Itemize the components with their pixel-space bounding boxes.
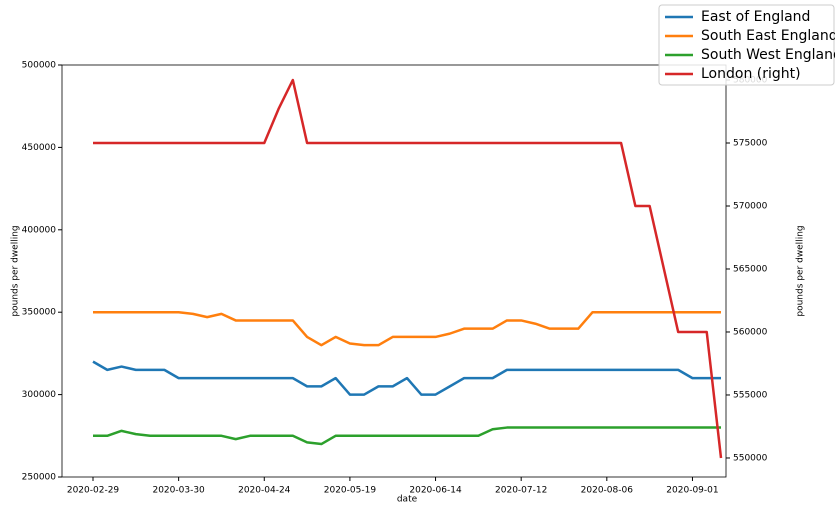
x-tick-label: 2020-03-30 bbox=[152, 486, 205, 496]
y-tick-label: 500000 bbox=[22, 61, 57, 71]
x-tick-label: 2020-07-12 bbox=[495, 486, 547, 496]
x-tick-label: 2020-05-19 bbox=[324, 486, 377, 496]
y2-tick-label: 550000 bbox=[733, 453, 768, 463]
y-tick-label: 300000 bbox=[22, 390, 57, 400]
x-tick-label: 2020-09-01 bbox=[666, 486, 718, 496]
plot-frame bbox=[61, 64, 727, 478]
legend-label: South West England bbox=[701, 47, 835, 63]
y2-tick-label: 560000 bbox=[733, 327, 768, 337]
y-axis-label: pounds per dwelling bbox=[11, 225, 21, 316]
legend-label: London (right) bbox=[701, 66, 801, 82]
x-tick-label: 2020-08-06 bbox=[581, 486, 634, 496]
x-axis-label: date bbox=[397, 495, 418, 505]
x-tick-label: 2020-06-14 bbox=[409, 486, 462, 496]
legend-label: South East England bbox=[701, 28, 835, 44]
y-tick-label: 400000 bbox=[22, 225, 57, 235]
x-tick-label: 2020-02-29 bbox=[67, 486, 120, 496]
y-tick-label: 350000 bbox=[22, 308, 57, 318]
y2-axis-label: pounds per dwelling bbox=[796, 225, 806, 316]
line-series bbox=[93, 310, 721, 347]
x-tick-label: 2020-04-24 bbox=[238, 486, 291, 496]
y-tick-label: 450000 bbox=[22, 143, 57, 153]
line-series bbox=[93, 78, 723, 459]
y-tick-label: 250000 bbox=[22, 473, 57, 483]
y2-tick-label: 575000 bbox=[733, 138, 768, 148]
y2-tick-label: 565000 bbox=[733, 264, 768, 274]
legend: East of England South East England South W… bbox=[658, 4, 835, 86]
y2-tick-label: 570000 bbox=[733, 201, 768, 211]
legend-label: East of England bbox=[701, 9, 810, 25]
line-series bbox=[92, 360, 721, 396]
y2-tick-label: 555000 bbox=[733, 390, 768, 400]
line-series bbox=[93, 426, 721, 446]
legend-box bbox=[658, 4, 835, 86]
